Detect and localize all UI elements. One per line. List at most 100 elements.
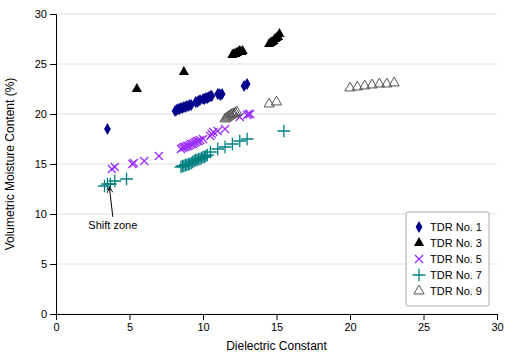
point xyxy=(120,173,133,186)
point xyxy=(208,90,215,102)
tick-label: 5 xyxy=(41,258,47,270)
point xyxy=(179,66,189,75)
tick: 20 xyxy=(35,108,56,120)
point xyxy=(211,143,224,156)
tick-mark xyxy=(277,314,278,320)
legend-symbol xyxy=(414,237,424,246)
legend-symbol xyxy=(413,269,426,282)
tick-label: 25 xyxy=(418,321,430,333)
series xyxy=(132,28,285,92)
point xyxy=(246,110,254,118)
y-axis-title: Volumetric Moisture Content (%) xyxy=(3,78,17,251)
tick-label: 30 xyxy=(35,8,47,20)
legend-item: TDR No. 1 xyxy=(416,221,482,233)
tick-label: 10 xyxy=(197,321,209,333)
series xyxy=(104,78,250,135)
legend-item: TDR No. 9 xyxy=(414,285,482,297)
legend-item: TDR No. 3 xyxy=(414,237,482,249)
point xyxy=(244,78,251,90)
point xyxy=(226,138,239,151)
tick-label: 25 xyxy=(35,58,47,70)
point xyxy=(108,175,121,188)
point xyxy=(389,77,399,86)
tick-mark xyxy=(50,214,56,215)
axis-line xyxy=(57,315,498,321)
tick: 0 xyxy=(53,314,59,333)
tick: 15 xyxy=(35,158,56,170)
point xyxy=(130,159,138,167)
tick-mark xyxy=(50,114,56,115)
annotation-text: Shift zone xyxy=(88,219,137,231)
tick-mark xyxy=(203,314,204,320)
tick: 25 xyxy=(35,58,56,70)
tick-mark xyxy=(50,14,56,15)
grid-line xyxy=(56,114,497,115)
tick-label: 30 xyxy=(491,321,503,333)
series xyxy=(98,125,290,193)
legend-symbol xyxy=(415,255,423,263)
point xyxy=(155,152,163,160)
point xyxy=(274,28,284,37)
legend-symbol xyxy=(414,285,424,294)
point xyxy=(241,133,254,146)
point xyxy=(201,149,214,162)
tick-label: 20 xyxy=(344,321,356,333)
chart: 0 5 10 15 20 25 30 0 5 10 15 20 25 30 Shift zone TDR No… xyxy=(0,0,513,358)
tick-label: 15 xyxy=(271,321,283,333)
annotation: Shift zone xyxy=(88,187,137,231)
point xyxy=(238,45,248,54)
point xyxy=(233,135,246,148)
point xyxy=(219,88,226,100)
legend-box xyxy=(406,212,489,306)
tick: 10 xyxy=(35,208,56,220)
grid-line xyxy=(56,64,497,65)
marks xyxy=(98,28,399,192)
tick: 25 xyxy=(418,314,430,333)
point xyxy=(140,157,148,165)
tick-mark xyxy=(350,314,351,320)
legend-label: TDR No. 7 xyxy=(430,269,482,281)
x-axis: 0 5 10 15 20 25 30 xyxy=(53,314,503,333)
tick-mark xyxy=(130,314,131,320)
point xyxy=(277,125,290,138)
tick-label: 5 xyxy=(127,321,133,333)
tick: 5 xyxy=(41,258,56,270)
point xyxy=(271,96,281,105)
tick: 15 xyxy=(271,314,283,333)
legend-item: TDR No. 7 xyxy=(413,269,482,282)
legend-label: TDR No. 1 xyxy=(430,221,482,233)
legend-label: TDR No. 3 xyxy=(430,237,482,249)
grid xyxy=(56,14,497,314)
grid-line xyxy=(56,14,497,15)
series xyxy=(220,77,399,122)
legend: TDR No. 1 TDR No. 3 TDR No. 5 TDR No. 7 TDR … xyxy=(406,212,489,306)
tick-label: 20 xyxy=(35,108,47,120)
tick-mark xyxy=(424,314,425,320)
tick-label: 15 xyxy=(35,158,47,170)
tick-mark xyxy=(50,314,56,315)
point xyxy=(104,123,111,135)
tick-label: 0 xyxy=(41,308,47,320)
point xyxy=(204,146,217,159)
tick-mark xyxy=(497,314,498,320)
tick: 30 xyxy=(35,8,56,20)
annotation-arrow xyxy=(109,187,112,217)
plot-area: 0 5 10 15 20 25 30 0 5 10 15 20 25 30 Shift zone TDR No… xyxy=(35,8,504,333)
series xyxy=(108,110,254,173)
point xyxy=(132,83,142,92)
tick-mark xyxy=(50,64,56,65)
tick: 0 xyxy=(41,308,56,320)
grid-line xyxy=(56,164,497,165)
legend-symbol xyxy=(416,221,423,233)
point xyxy=(219,141,232,154)
point xyxy=(214,127,222,135)
y-axis: 0 5 10 15 20 25 30 xyxy=(35,8,57,320)
legend-label: TDR No. 9 xyxy=(430,285,482,297)
tick: 5 xyxy=(127,314,133,333)
x-axis-title: Dielectric Constant xyxy=(226,339,327,353)
legend-label: TDR No. 5 xyxy=(430,253,482,265)
tick-label: 0 xyxy=(53,321,59,333)
point xyxy=(244,110,252,118)
tick: 10 xyxy=(197,314,209,333)
point xyxy=(111,163,119,171)
